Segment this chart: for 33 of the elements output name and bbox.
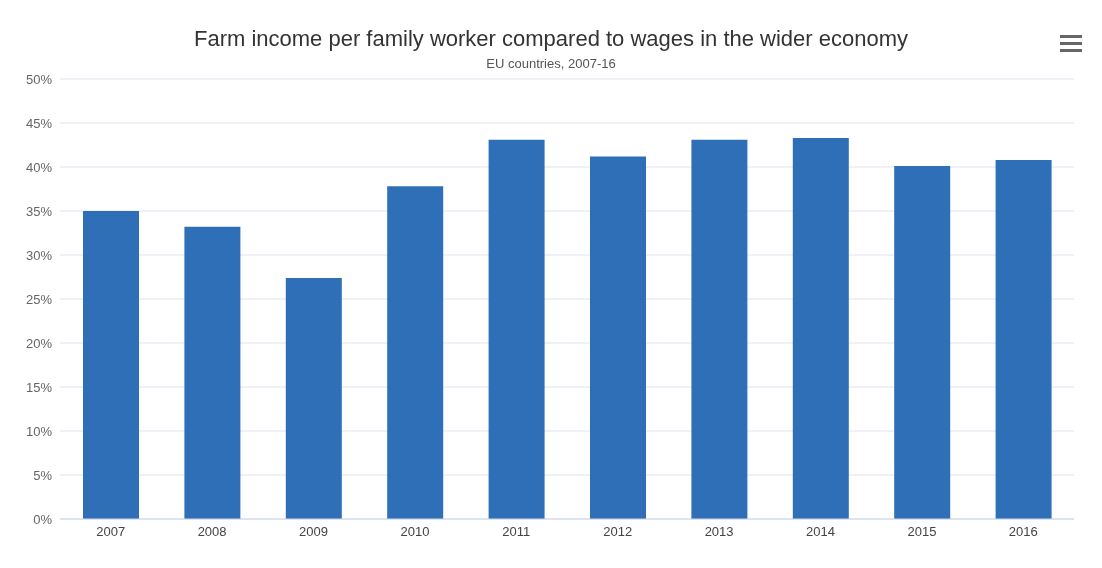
x-tick-label: 2016 xyxy=(1008,524,1038,540)
y-tick-label: 10% xyxy=(25,423,53,439)
y-tick-label: 40% xyxy=(25,159,53,175)
bar xyxy=(387,186,444,519)
x-tick-label: 2013 xyxy=(704,524,734,540)
x-tick-label: 2007 xyxy=(96,524,126,540)
bar xyxy=(184,226,241,519)
bar xyxy=(894,166,951,519)
y-tick-label: 25% xyxy=(25,291,53,307)
bar xyxy=(590,156,646,519)
bar xyxy=(691,139,748,519)
x-tick-label: 2009 xyxy=(299,524,328,540)
x-tick-label: 2014 xyxy=(806,524,835,540)
bar xyxy=(285,277,342,519)
y-tick-label: 5% xyxy=(33,467,53,483)
chart-title: Farm income per family worker compared to wages in the wider economy xyxy=(192,25,910,52)
bar xyxy=(83,211,139,519)
y-tick-label: 50% xyxy=(25,71,53,87)
bar xyxy=(995,159,1052,519)
y-tick-label: 20% xyxy=(25,335,53,351)
x-tick-label: 2008 xyxy=(197,524,227,540)
x-tick-label: 2011 xyxy=(502,524,531,540)
y-tick-label: 0% xyxy=(33,511,53,527)
y-tick-label: 45% xyxy=(25,115,53,131)
x-tick-label: 2012 xyxy=(603,524,633,540)
y-tick-label: 15% xyxy=(25,379,53,395)
x-tick-label: 2015 xyxy=(907,524,937,540)
chart-subtitle: EU countries, 2007-16 xyxy=(485,56,617,71)
y-tick-label: 35% xyxy=(25,203,53,219)
bar xyxy=(792,137,849,519)
y-tick-label: 30% xyxy=(25,247,53,263)
bar xyxy=(488,139,545,519)
x-tick-label: 2010 xyxy=(400,524,430,540)
